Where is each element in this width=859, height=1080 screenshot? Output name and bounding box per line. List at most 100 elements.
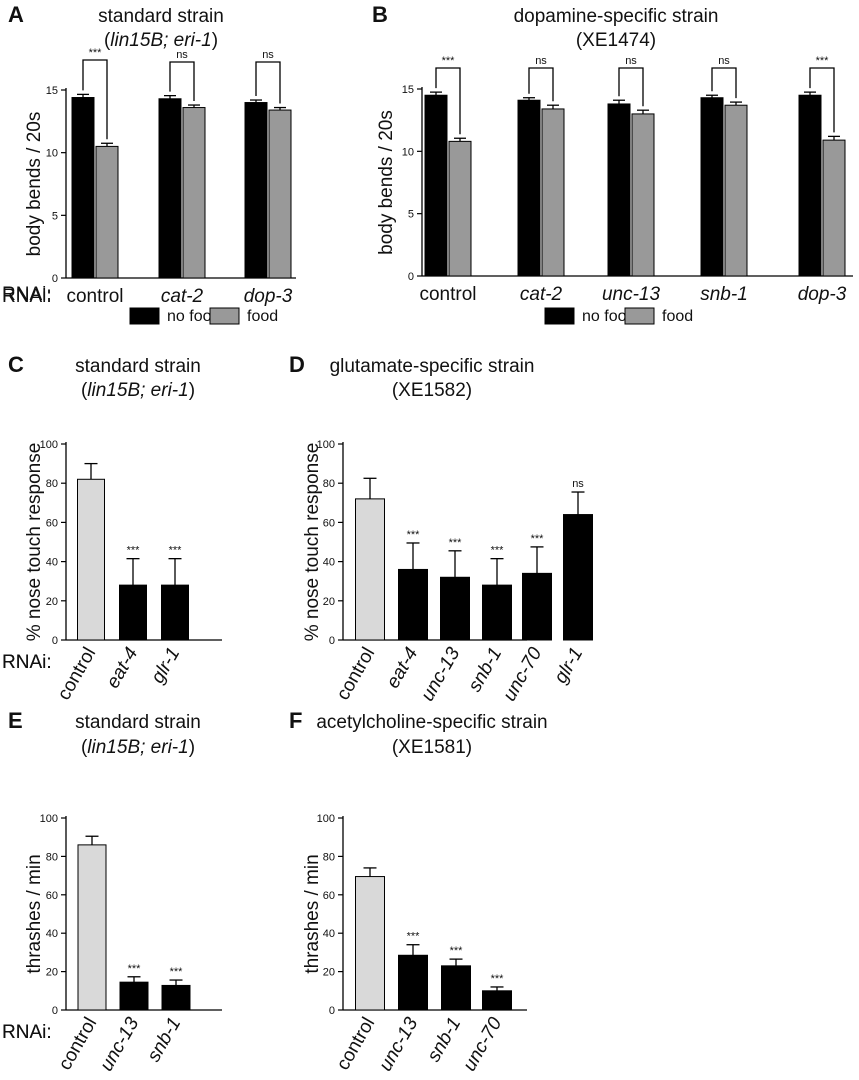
legend-label: food: [662, 308, 693, 325]
bar-no-food: [424, 94, 448, 277]
chart-title: standard strain: [75, 356, 201, 377]
x-category-label: unc-13: [375, 1014, 422, 1075]
significance-label: ns: [535, 55, 547, 67]
bar: [355, 498, 385, 641]
y-axis-label: % nose touch response: [302, 443, 323, 642]
x-category-label: glr-1: [147, 644, 184, 687]
y-axis-label: % nose touch response: [24, 443, 45, 642]
y-tick-label: 20: [323, 596, 335, 608]
y-tick-label: 60: [323, 890, 335, 902]
bar: [440, 576, 470, 641]
significance-label: ns: [718, 55, 730, 67]
x-category-label: snb-1: [143, 1014, 185, 1066]
y-tick-label: 100: [317, 439, 335, 451]
x-category-label: control: [66, 286, 123, 307]
bar: [441, 965, 471, 1011]
significance-bracket: [435, 67, 461, 135]
x-category-label: control: [333, 644, 380, 704]
x-category-label: unc-13: [602, 284, 661, 305]
y-tick-label: 0: [52, 273, 58, 285]
bar: [482, 990, 512, 1011]
x-category-label: unc-70: [499, 644, 546, 705]
y-tick-label: 80: [46, 851, 58, 863]
chart-title: acetylcholine-specific strain: [316, 712, 547, 733]
legend-swatch: [129, 307, 160, 325]
chart-subtitle: (XE1474): [576, 30, 656, 51]
y-tick-label: 100: [317, 813, 335, 825]
significance-bracket: [809, 67, 835, 133]
y-tick-label: 40: [46, 557, 58, 569]
bar: [119, 981, 149, 1011]
significance-label: ns: [176, 49, 188, 61]
panel-label: E: [8, 708, 23, 733]
bar-food: [95, 145, 119, 279]
x-category-label: cat-2: [520, 284, 563, 305]
y-axis-label: body bends / 20s: [24, 112, 45, 257]
y-tick-label: 40: [46, 928, 58, 940]
x-category-label: unc-13: [96, 1014, 143, 1075]
bar: [482, 584, 512, 641]
legend-label: no food: [167, 308, 220, 325]
chart-subtitle: (lin15B; eri-1): [81, 737, 195, 758]
significance-bracket: [528, 67, 554, 102]
y-tick-label: 60: [46, 890, 58, 902]
bar-no-food: [798, 94, 822, 277]
panel-label: C: [8, 352, 24, 377]
significance-label: ns: [625, 55, 637, 67]
y-tick-label: 60: [323, 517, 335, 529]
significance-label: ***: [89, 47, 103, 59]
bar: [119, 584, 147, 641]
y-tick-label: 5: [408, 209, 414, 221]
chart-title: standard strain: [98, 6, 224, 27]
significance-bracket: [618, 67, 644, 107]
y-tick-label: 60: [46, 517, 58, 529]
y-tick-label: 100: [40, 439, 58, 451]
y-tick-label: 0: [52, 1005, 58, 1017]
x-category-label: unc-13: [417, 644, 464, 705]
x-category-label: cat-2: [161, 286, 204, 307]
bar-food: [822, 139, 846, 277]
chart-title: glutamate-specific strain: [330, 356, 535, 377]
significance-label: ***: [407, 529, 421, 541]
rnai-label: RNAi:: [2, 652, 52, 673]
bar-food: [631, 113, 655, 277]
bar: [398, 568, 428, 641]
y-tick-label: 20: [323, 967, 335, 979]
significance-label: ns: [262, 49, 274, 61]
bar-food: [448, 140, 472, 277]
bar-food: [182, 107, 206, 279]
y-tick-label: 40: [323, 928, 335, 940]
bar-no-food: [244, 102, 268, 279]
rnai-label: RNAi:: [2, 1022, 52, 1043]
legend-swatch: [209, 307, 240, 325]
y-tick-label: 0: [329, 1005, 335, 1017]
significance-bracket: [711, 67, 737, 99]
x-category-label: eat-4: [382, 644, 422, 692]
bar: [355, 876, 385, 1011]
y-tick-label: 20: [46, 596, 58, 608]
chart-subtitle: (XE1582): [392, 380, 472, 401]
bar-no-food: [607, 103, 631, 277]
y-tick-label: 0: [408, 271, 414, 283]
significance-label: ***: [491, 545, 505, 557]
y-axis-label: thrashes / min: [302, 854, 323, 973]
legend-label: food: [247, 308, 278, 325]
panel-label: D: [289, 352, 305, 377]
x-category-label: dop-3: [244, 286, 293, 307]
y-tick-label: 40: [323, 557, 335, 569]
x-category-label: dop-3: [798, 284, 847, 305]
x-category-label: unc-70: [459, 1014, 506, 1075]
legend-swatch: [624, 307, 655, 325]
bar-food: [541, 108, 565, 277]
bar: [522, 572, 552, 641]
x-category-label: snb-1: [464, 644, 506, 696]
panel-label: A: [8, 2, 24, 27]
rnai-label: RNAi:: [2, 286, 52, 307]
bar: [161, 984, 191, 1011]
bar-food: [724, 104, 748, 277]
